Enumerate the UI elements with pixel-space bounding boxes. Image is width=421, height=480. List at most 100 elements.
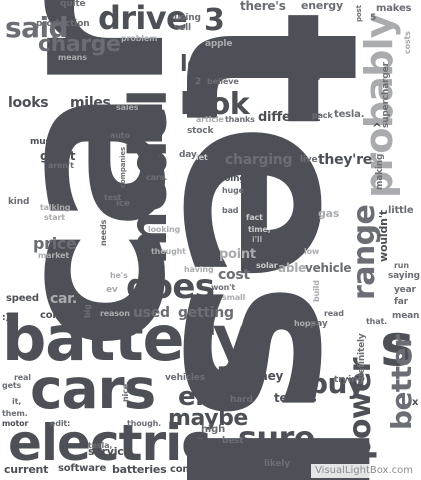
word-solar: solar [256,261,278,270]
word-tesla-small: tesla. [334,109,365,120]
word-hard: hard [230,395,253,405]
word-tesla2: tesla, [88,441,113,450]
word-little: little [388,205,414,216]
word-gas: gas [318,207,340,220]
word-service: service [88,445,131,458]
word-look: look [180,87,250,122]
word-energy: energy [301,0,343,12]
word-wouldnt: wouldn't [377,210,390,262]
word-quite: quite [60,0,86,9]
word-teslas: tesla's [274,391,317,405]
word-said: said [5,11,69,44]
word-needs: needs [99,219,108,246]
word-cost: cost [218,267,250,283]
word-though: though. [127,419,162,428]
word-day: day [179,150,197,160]
word-live: live [300,155,318,165]
word-having: having [184,265,214,274]
word-better: better [385,334,418,430]
word-huge: huge [222,186,244,195]
word-drive: drive [98,0,188,37]
word-theyre: they're [318,152,373,168]
word-far: far [394,297,408,307]
word-hat: ^ [372,121,382,135]
word-post: post [355,5,363,22]
word-charge: charge [38,32,121,57]
word-article: article [196,115,224,124]
word-likely: likely [264,459,290,469]
word-them: them. [2,409,28,418]
word-year: year [394,285,416,295]
word-sure: sure [238,419,315,457]
word-buy: buy [308,367,365,400]
word-elon: elon [178,382,239,412]
word-start: start [44,213,65,222]
word-three: 3 [204,3,225,38]
word-musk: musk [30,137,57,147]
word-battery: battery [2,302,253,375]
word-supercharger: supercharger [381,62,391,128]
word-company: company [40,310,90,321]
word-read: read [324,309,344,318]
word-gets: gets [2,381,22,390]
word-mean: mean [392,311,420,321]
word-motor: motor [2,419,29,428]
word-money: money [239,369,284,383]
word-definitely: definitely [357,333,367,380]
word-low: low [304,247,320,256]
word-ev: ev [106,285,118,295]
word-fact: fact [246,213,263,222]
word-trying: trying [334,375,364,385]
word-high: high [201,424,226,435]
word-run: run [394,261,409,270]
word-bad: bad [222,206,239,215]
word-hes: he's [110,271,128,280]
word-ice: ice [116,199,130,209]
word-believe: believe [207,77,239,86]
word-best: best [222,436,244,446]
word-stock: stock [187,126,214,136]
word-current: current [4,463,49,476]
word-great: great [40,149,76,163]
word-ill: i'll [252,235,263,244]
word-pack: pack [312,111,333,120]
word-costs: costs [403,31,412,54]
word-miles: miles [70,95,111,111]
word-looks: looks [8,95,49,111]
word-able: able [278,261,306,275]
word-new: new [179,173,219,250]
word-price: price [33,234,77,253]
word-makes: makes [376,3,412,14]
word-let: let [196,153,208,162]
word-market: market [38,251,70,260]
word-thought: thought [151,247,186,256]
word-edit: edit: [50,419,71,428]
word-real: real [14,373,31,382]
word-auto: auto [110,131,130,140]
word-time: time, [248,225,271,234]
word-point: point [219,247,256,262]
word-isnt: isn't [205,438,266,468]
word-car-dot: car. [50,291,77,307]
word-wont: won't [211,283,236,292]
word-range: range [347,204,382,300]
word-hope: hope [294,319,316,328]
word-vehicle: vehicle [305,261,352,275]
word-software: software [58,463,107,474]
word-speed: speed [6,293,39,304]
word-charging: charging [225,152,293,168]
word-batteries: batteries [112,463,167,476]
word-bit: big [83,304,92,318]
word-heres: there's [240,0,286,13]
word-pay: pay [310,319,328,329]
word-test: test [104,193,122,202]
word-it: it, [12,397,22,406]
word-vehicles: vehicles [165,373,205,383]
word-does: does [126,267,215,307]
word-sell: sell [174,23,191,33]
word-reason: reason [100,309,130,318]
word-small: small [222,293,246,302]
word-saying: saying [388,271,420,281]
word-that: that. [366,317,387,326]
